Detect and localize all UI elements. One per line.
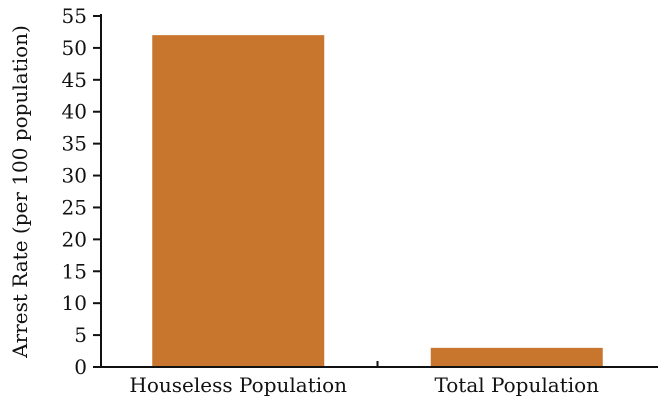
y-tick-label: 5 — [74, 323, 87, 347]
y-tick-label: 35 — [62, 132, 87, 156]
y-tick-label: 30 — [62, 164, 87, 188]
x-axis-ticks: Houseless Population Total Population — [129, 361, 599, 397]
y-tick-label: 10 — [62, 291, 87, 315]
y-tick-label: 20 — [62, 227, 87, 251]
y-axis-title: Arrest Rate (per 100 population) — [8, 25, 32, 359]
y-tick-label: 25 — [62, 195, 87, 219]
y-tick-label: 50 — [62, 36, 87, 60]
x-tick-label: Houseless Population — [129, 373, 347, 397]
bars — [152, 35, 603, 368]
y-tick-label: 40 — [62, 100, 87, 124]
y-tick-label: 15 — [62, 259, 87, 283]
y-axis-ticks: 0 5 10 15 20 25 30 35 40 45 50 55 — [62, 4, 101, 379]
y-tick-label: 55 — [62, 4, 87, 28]
bar — [152, 35, 325, 368]
y-tick-label: 0 — [74, 355, 87, 379]
bar — [430, 347, 603, 367]
y-tick-label: 45 — [62, 68, 87, 92]
x-tick-label: Total Population — [434, 373, 599, 397]
